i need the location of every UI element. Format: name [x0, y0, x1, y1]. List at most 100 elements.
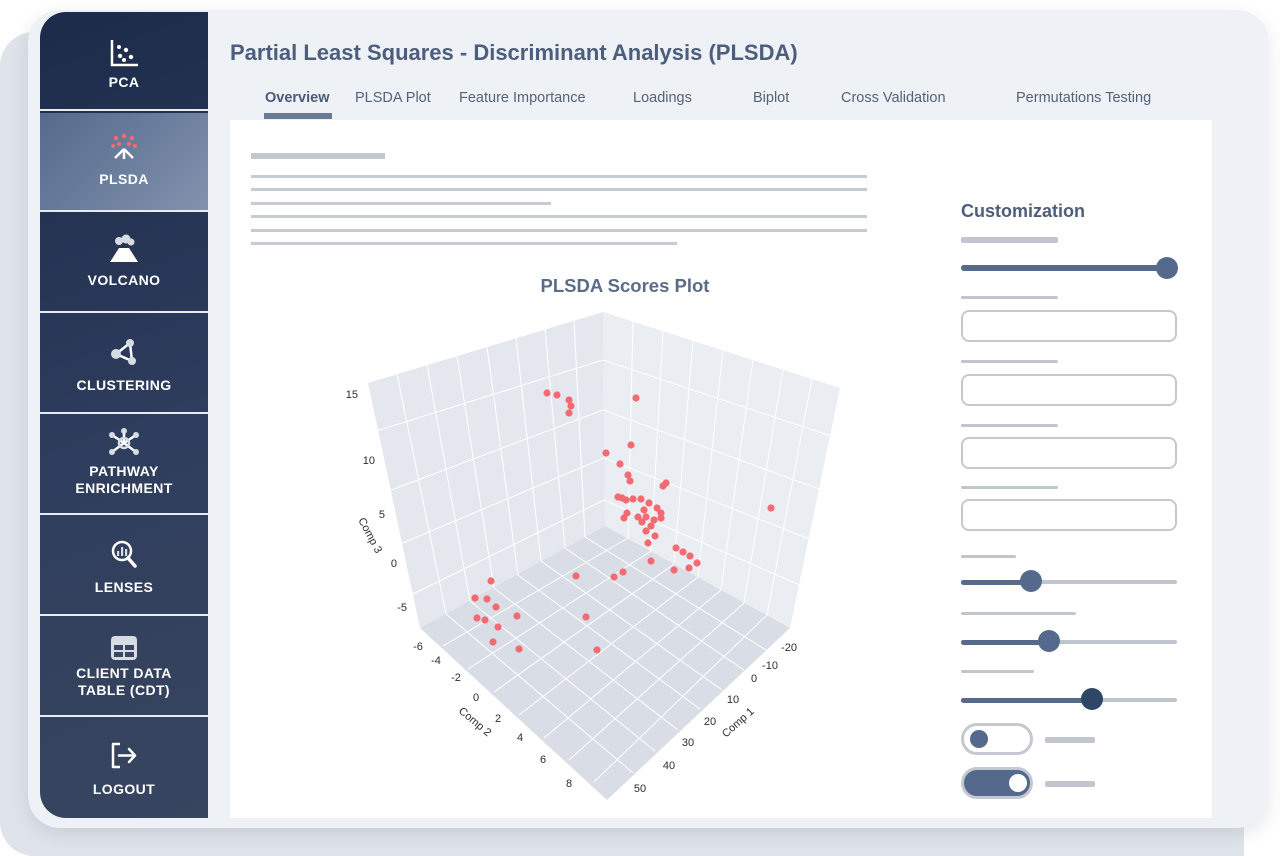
placeholder-label [961, 296, 1058, 299]
scatter-point [582, 613, 590, 621]
scatter-point [647, 522, 655, 530]
logout-icon [111, 742, 137, 769]
volcano-icon [110, 234, 138, 262]
placeholder-label [961, 424, 1058, 427]
placeholder-label [961, 670, 1034, 673]
scatter-point [483, 595, 491, 603]
tab-cross-validation[interactable]: Cross Validation [841, 90, 946, 106]
scatter-point [653, 504, 661, 512]
toggle-switch-on[interactable] [961, 767, 1033, 799]
sidebar-item-label: PATHWAY ENRICHMENT [75, 463, 173, 496]
sidebar-item-clustering[interactable]: CLUSTERING [40, 315, 208, 414]
scatter-point [670, 566, 678, 574]
placeholder-text-line [251, 229, 867, 232]
sidebar-item-pca[interactable]: PCA [40, 12, 208, 111]
x-tick-label: 20 [704, 716, 716, 728]
y-axis-label: Comp 2 [456, 705, 493, 739]
scatter-point [489, 638, 497, 646]
scatter-point [634, 513, 642, 521]
scatter-point [644, 539, 652, 547]
scatter-point [618, 494, 626, 502]
y-tick-label: 2 [495, 713, 501, 725]
scatter-point [565, 409, 573, 417]
scatter-point [651, 532, 659, 540]
customization-input[interactable] [961, 499, 1177, 531]
scatter-point [602, 449, 610, 457]
sidebar-item-plsda[interactable]: PLSDA [40, 113, 208, 212]
x-tick-label: 30 [682, 737, 694, 749]
scatter-point [629, 495, 637, 503]
pathway-icon [109, 428, 139, 455]
scatter-point [642, 527, 650, 535]
x-tick-label: 10 [727, 694, 739, 706]
scatter-point [657, 509, 665, 517]
slider-track [961, 580, 1177, 584]
y-tick-label: 0 [473, 692, 479, 704]
scatter-point [685, 564, 693, 572]
scatter-point [565, 396, 573, 404]
x-tick-label: 50 [634, 783, 646, 795]
placeholder-label [961, 237, 1058, 243]
clustering-icon [111, 339, 136, 365]
sidebar-item-client-data-table[interactable]: CLIENT DATA TABLE (CDT) [40, 618, 208, 717]
chart-title: PLSDA Scores Plot [540, 275, 710, 296]
scatter-point [515, 645, 523, 653]
tab-biplot[interactable]: Biplot [753, 90, 790, 106]
tab-overview[interactable]: Overview [265, 90, 330, 106]
sidebar: PCA PLSDA VOLCANO CLUSTERING [40, 12, 208, 818]
slider-handle[interactable] [1038, 630, 1060, 652]
scatter-point [610, 573, 618, 581]
slider-handle[interactable] [1081, 688, 1103, 710]
slider-handle[interactable] [1156, 257, 1178, 279]
placeholder-heading [251, 153, 385, 159]
lens-icon [111, 540, 137, 568]
x-tick-label: 0 [751, 673, 757, 685]
tab-permutations-testing[interactable]: Permutations Testing [1016, 90, 1152, 106]
x-tick-label: -20 [781, 642, 797, 654]
slider-handle[interactable] [1020, 570, 1042, 592]
z-tick-label: 10 [363, 455, 375, 467]
slider-track [961, 640, 1177, 644]
y-tick-label: 6 [540, 754, 546, 766]
scatter-point [572, 572, 580, 580]
customization-input[interactable] [961, 437, 1177, 469]
placeholder-label [961, 486, 1058, 489]
tab-feature-importance[interactable]: Feature Importance [459, 90, 586, 106]
floor-plane [420, 526, 790, 800]
toggle-knob [970, 730, 988, 748]
scatter-point [553, 391, 561, 399]
customization-title: Customization [961, 201, 1085, 221]
y-tick-label: -2 [451, 672, 461, 684]
back-wall-right [603, 312, 840, 628]
sidebar-item-label: CLIENT DATA TABLE (CDT) [76, 665, 172, 698]
sidebar-item-pathway-enrichment[interactable]: PATHWAY ENRICHMENT [40, 416, 208, 515]
scatter-point [637, 495, 645, 503]
z-tick-label: 5 [379, 509, 385, 521]
scatter-point [620, 514, 628, 522]
scatter-point [672, 544, 680, 552]
y-tick-label: -6 [413, 641, 423, 653]
z-tick-label: 15 [346, 389, 358, 401]
sidebar-item-lenses[interactable]: LENSES [40, 517, 208, 616]
toggle-switch-off[interactable] [961, 723, 1033, 755]
slider-fill [961, 698, 1091, 703]
customization-input[interactable] [961, 374, 1177, 406]
sidebar-item-volcano[interactable]: VOLCANO [40, 214, 208, 313]
tab-plsda-plot[interactable]: PLSDA Plot [355, 90, 431, 106]
scatter-point [627, 441, 635, 449]
customization-input[interactable] [961, 310, 1177, 342]
scatter-point [640, 506, 648, 514]
scatter-point [659, 482, 667, 490]
placeholder-label [961, 555, 1016, 558]
placeholder-text-line [251, 188, 867, 191]
page-title: Partial Least Squares - Discriminant Ana… [230, 40, 798, 65]
placeholder-text-line [251, 175, 867, 178]
tab-loadings[interactable]: Loadings [633, 90, 692, 106]
scatter-point [619, 568, 627, 576]
y-tick-label: 8 [566, 778, 572, 790]
sidebar-item-label: LENSES [94, 579, 154, 595]
sidebar-item-logout[interactable]: LOGOUT [40, 719, 208, 818]
scatter-point [471, 594, 479, 602]
x-axis-label: Comp 1 [720, 706, 757, 741]
